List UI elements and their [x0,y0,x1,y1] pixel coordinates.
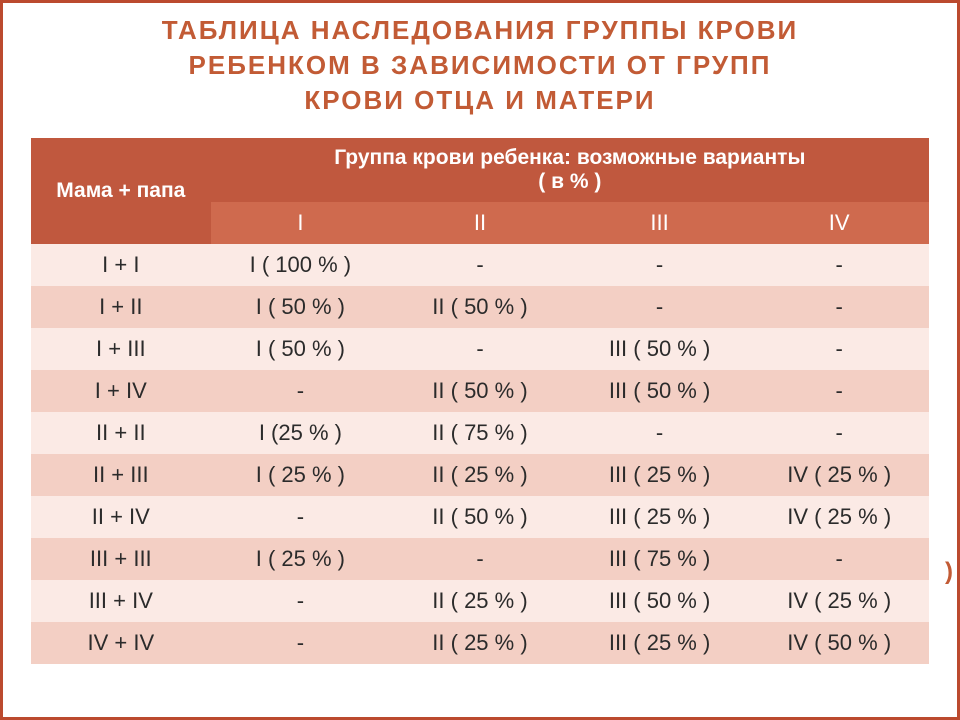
header-child-line1: Группа крови ребенка: возможные варианты [334,146,805,169]
table-row: II + IV-II ( 50 % )III ( 25 % )IV ( 25 %… [31,496,929,538]
value-cell: - [211,496,391,538]
value-cell: II ( 50 % ) [390,370,570,412]
table-row: II + IIII ( 25 % )II ( 25 % )III ( 25 % … [31,454,929,496]
value-cell: - [749,538,929,580]
value-cell: I ( 50 % ) [211,286,391,328]
value-cell: - [570,412,750,454]
value-cell: I ( 25 % ) [211,538,391,580]
table-row: III + IV-II ( 25 % )III ( 50 % )IV ( 25 … [31,580,929,622]
value-cell: I ( 50 % ) [211,328,391,370]
value-cell: I ( 25 % ) [211,454,391,496]
table-container: Мама + папа Группа крови ребенка: возмож… [3,138,957,664]
value-cell: II ( 25 % ) [390,622,570,664]
table-row: I + III ( 50 % )II ( 50 % )-- [31,286,929,328]
parents-cell: I + IV [31,370,211,412]
col-head-2: II [390,202,570,244]
parents-cell: III + III [31,538,211,580]
value-cell: II ( 25 % ) [390,454,570,496]
table-row: II + III (25 % )II ( 75 % )-- [31,412,929,454]
table-row: I + IV-II ( 50 % )III ( 50 % )- [31,370,929,412]
parents-cell: II + III [31,454,211,496]
value-cell: IV ( 50 % ) [749,622,929,664]
stray-paren: ) [945,558,953,586]
parents-cell: IV + IV [31,622,211,664]
title-line-2: РЕБЕНКОМ В ЗАВИСИМОСТИ ОТ ГРУПП [189,50,772,80]
value-cell: IV ( 25 % ) [749,496,929,538]
table-row: IV + IV-II ( 25 % )III ( 25 % )IV ( 50 %… [31,622,929,664]
parents-cell: II + II [31,412,211,454]
value-cell: - [211,370,391,412]
title-line-1: ТАБЛИЦА НАСЛЕДОВАНИЯ ГРУППЫ КРОВИ [162,15,799,45]
value-cell: - [749,370,929,412]
table-body: I + II ( 100 % )---I + III ( 50 % )II ( … [31,244,929,664]
value-cell: II ( 75 % ) [390,412,570,454]
value-cell: - [390,538,570,580]
value-cell: III ( 75 % ) [570,538,750,580]
value-cell: III ( 25 % ) [570,622,750,664]
value-cell: - [570,286,750,328]
value-cell: - [749,412,929,454]
value-cell: I ( 100 % ) [211,244,391,286]
value-cell: - [211,580,391,622]
value-cell: III ( 50 % ) [570,580,750,622]
value-cell: - [749,286,929,328]
parents-cell: III + IV [31,580,211,622]
value-cell: III ( 50 % ) [570,328,750,370]
value-cell: - [749,244,929,286]
header-parents: Мама + папа [31,138,211,244]
inheritance-table: Мама + папа Группа крови ребенка: возмож… [31,138,929,664]
title-line-3: КРОВИ ОТЦА И МАТЕРИ [304,85,655,115]
value-cell: - [570,244,750,286]
value-cell: II ( 25 % ) [390,580,570,622]
value-cell: II ( 50 % ) [390,496,570,538]
col-head-3: III [570,202,750,244]
header-child-line2: ( в % ) [538,170,601,193]
parents-cell: II + IV [31,496,211,538]
header-child: Группа крови ребенка: возможные варианты… [211,138,929,202]
col-head-4: IV [749,202,929,244]
value-cell: III ( 25 % ) [570,496,750,538]
parents-cell: I + III [31,328,211,370]
value-cell: I (25 % ) [211,412,391,454]
value-cell: IV ( 25 % ) [749,454,929,496]
parents-cell: I + I [31,244,211,286]
value-cell: II ( 50 % ) [390,286,570,328]
value-cell: IV ( 25 % ) [749,580,929,622]
value-cell: - [390,328,570,370]
value-cell: - [390,244,570,286]
parents-cell: I + II [31,286,211,328]
table-row: III + IIII ( 25 % )-III ( 75 % )- [31,538,929,580]
page-title: ТАБЛИЦА НАСЛЕДОВАНИЯ ГРУППЫ КРОВИ РЕБЕНК… [3,3,957,138]
table-row: I + IIII ( 50 % )-III ( 50 % )- [31,328,929,370]
value-cell: III ( 50 % ) [570,370,750,412]
table-row: I + II ( 100 % )--- [31,244,929,286]
value-cell: - [749,328,929,370]
col-head-1: I [211,202,391,244]
value-cell: - [211,622,391,664]
value-cell: III ( 25 % ) [570,454,750,496]
